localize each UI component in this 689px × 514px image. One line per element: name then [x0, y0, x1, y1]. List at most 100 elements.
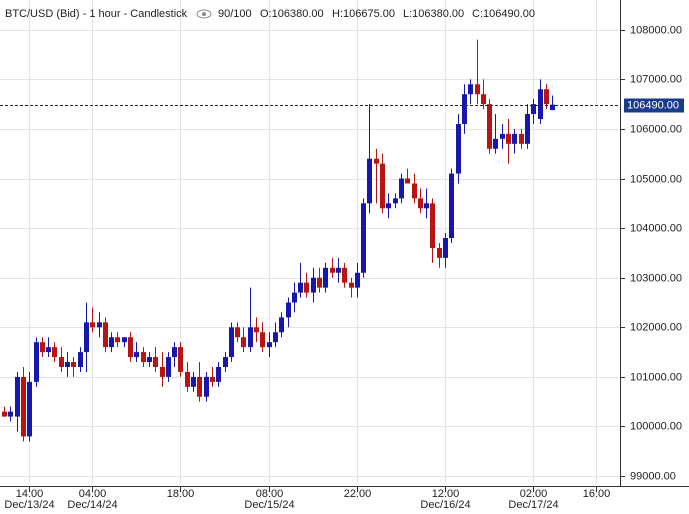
- candle-body: [374, 158, 379, 164]
- candle-body: [8, 411, 13, 417]
- candle-body: [298, 282, 303, 293]
- candle-body: [27, 381, 32, 437]
- candle-body: [544, 89, 549, 105]
- candle-body: [115, 337, 120, 343]
- candle-body: [412, 183, 417, 199]
- x-tick-label: 08:00: [256, 488, 284, 500]
- candle-body: [109, 337, 114, 348]
- x-tick-label: 22:00: [344, 488, 372, 500]
- y-tick-label: 99000.00: [630, 470, 676, 482]
- candle-body: [103, 322, 108, 348]
- candle-body: [241, 337, 246, 348]
- candle-body: [46, 347, 51, 353]
- candle-body: [59, 357, 64, 367]
- candle-body: [437, 247, 442, 258]
- candle-body: [468, 84, 473, 95]
- y-tick-label: 105000.00: [630, 173, 682, 185]
- candle-body: [367, 158, 372, 204]
- candle-body: [260, 332, 265, 348]
- candle-body: [84, 322, 89, 353]
- candle-body: [197, 376, 202, 397]
- candle-body: [342, 267, 347, 283]
- current-price-box: [624, 98, 684, 113]
- candle-body: [525, 114, 530, 144]
- candle-body: [304, 282, 309, 293]
- x-tick-label: 04:00: [79, 488, 107, 500]
- candle-body: [550, 104, 555, 111]
- candle-body: [349, 282, 354, 288]
- y-tick-label: 108000.00: [630, 24, 682, 36]
- candle-body: [323, 267, 328, 288]
- grid: [0, 0, 620, 486]
- candle-body: [254, 327, 259, 333]
- candle-body: [462, 94, 467, 124]
- candle-body: [475, 84, 480, 95]
- candle-body: [153, 357, 158, 367]
- candle-body: [430, 203, 435, 248]
- candle-body: [336, 267, 341, 273]
- ohlc-high: H:106675.00: [332, 8, 395, 20]
- y-tick-label: 102000.00: [630, 321, 682, 333]
- candle-body: [141, 352, 146, 363]
- candle-body: [223, 357, 228, 367]
- y-tick-label: 101000.00: [630, 371, 682, 383]
- candle-body: [34, 342, 39, 382]
- candle-body: [273, 332, 278, 343]
- candle-body: [386, 203, 391, 209]
- y-tick-label: 103000.00: [630, 272, 682, 284]
- chart-title: BTC/USD (Bid) - 1 hour - Candlestick: [5, 8, 188, 20]
- candle-body: [172, 347, 177, 358]
- candle-body: [191, 376, 196, 387]
- candle-body: [160, 366, 165, 377]
- candle-body: [317, 277, 322, 288]
- x-date-label: Dec/15/24: [244, 499, 294, 509]
- candle-body: [229, 327, 234, 358]
- candle-body: [481, 94, 486, 105]
- x-date-label: Dec/16/24: [420, 499, 470, 509]
- candle-body: [147, 357, 152, 363]
- candle-body: [15, 376, 20, 417]
- y-tick-label: 107000.00: [630, 73, 682, 85]
- candle-body: [292, 292, 297, 303]
- candle-body: [330, 267, 335, 273]
- candles: [2, 39, 555, 442]
- y-tick-label: 104000.00: [630, 222, 682, 234]
- candle-body: [40, 342, 45, 353]
- candle-body: [512, 133, 517, 144]
- x-tick-label: 16:00: [583, 488, 611, 500]
- x-date-label: Dec/14/24: [67, 499, 117, 509]
- candle-body: [449, 173, 454, 239]
- candle-body: [493, 138, 498, 149]
- bar-count: 90/100: [218, 8, 252, 20]
- candle-body: [456, 123, 461, 174]
- x-tick-label: 02:00: [520, 488, 548, 500]
- candle-body: [204, 376, 209, 397]
- candle-body: [122, 337, 127, 343]
- candle-body: [361, 203, 366, 273]
- candle-body: [248, 327, 253, 348]
- candle-body: [424, 203, 429, 209]
- candle-body: [286, 302, 291, 318]
- candle-body: [531, 104, 536, 115]
- candle-body: [500, 133, 505, 139]
- candle-body: [487, 104, 492, 149]
- candle-body: [380, 163, 385, 209]
- candle-body: [279, 317, 284, 333]
- candle-body: [134, 352, 139, 358]
- candle-body: [2, 411, 7, 417]
- ohlc-close: C:106490.00: [472, 8, 535, 20]
- x-tick-label: 18:00: [167, 488, 195, 500]
- candle-body: [235, 327, 240, 338]
- candle-body: [97, 322, 102, 328]
- candle-body: [311, 277, 316, 293]
- candle-body: [443, 238, 448, 258]
- candle-body: [538, 89, 543, 120]
- candle-body: [185, 371, 190, 387]
- y-tick-label: 106000.00: [630, 123, 682, 135]
- candle-body: [52, 347, 57, 358]
- candle-body: [267, 342, 272, 348]
- candle-body: [178, 347, 183, 372]
- candle-body: [21, 376, 26, 437]
- ohlc-open: O:106380.00: [260, 8, 324, 20]
